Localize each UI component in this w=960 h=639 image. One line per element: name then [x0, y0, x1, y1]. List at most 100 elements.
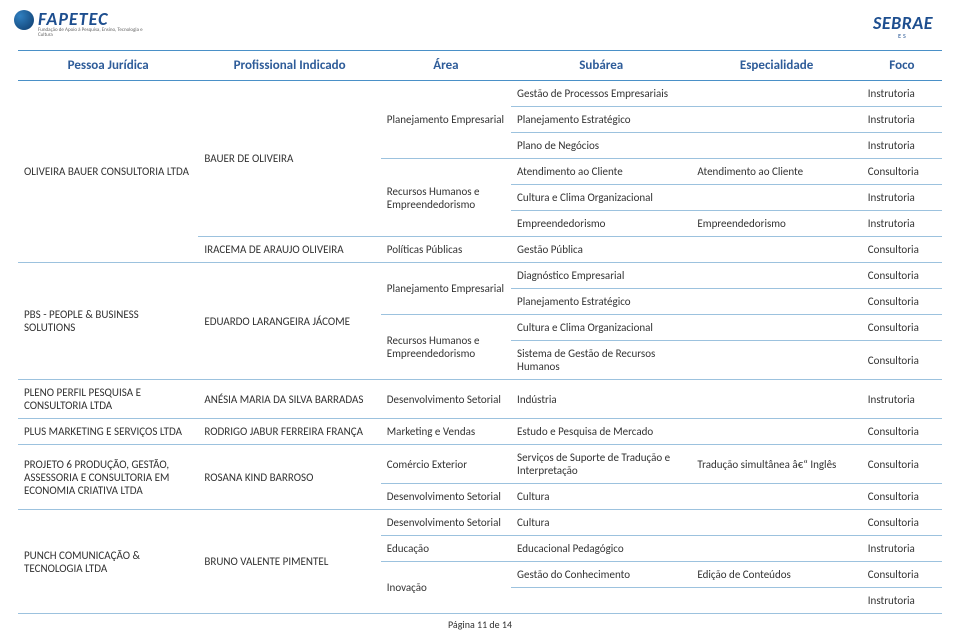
cell-profissional: BRUNO VALENTE PIMENTEL — [198, 510, 380, 614]
cell-pessoa-juridica: PLUS MARKETING E SERVIÇOS LTDA — [18, 419, 198, 445]
cell-pessoa-juridica: PUNCH COMUNICAÇÃO & TECNOLOGIA LTDA — [18, 510, 198, 614]
cell-especialidade: Atendimento ao Cliente — [691, 159, 861, 185]
cell-area: Comércio Exterior — [381, 445, 511, 484]
cell-profissional: ANÉSIA MARIA DA SILVA BARRADAS — [198, 380, 380, 419]
sebrae-name: SEBRAE — [864, 14, 942, 32]
cell-subarea: Indústria — [511, 380, 691, 419]
cell-subarea: Cultura e Clima Organizacional — [511, 315, 691, 341]
cell-especialidade — [691, 133, 861, 159]
cell-subarea: Atendimento ao Cliente — [511, 159, 691, 185]
cell-subarea: Cultura — [511, 510, 691, 536]
page-footer: Página 11 de 14 — [18, 618, 942, 631]
cell-subarea: Planejamento Estratégico — [511, 289, 691, 315]
cell-foco: Instrutoria — [862, 380, 942, 419]
cell-especialidade — [691, 81, 861, 107]
cell-subarea: Planejamento Estratégico — [511, 107, 691, 133]
cell-subarea: Diagnóstico Empresarial — [511, 263, 691, 289]
cell-profissional: EDUARDO LARANGEIRA JÁCOME — [198, 263, 380, 380]
cell-foco: Consultoria — [862, 484, 942, 510]
cell-foco: Instrutoria — [862, 536, 942, 562]
cell-subarea: Gestão de Processos Empresariais — [511, 81, 691, 107]
cell-especialidade — [691, 536, 861, 562]
cell-especialidade: Tradução simultânea â€“ Inglês — [691, 445, 861, 484]
cell-foco: Instrutoria — [862, 133, 942, 159]
cell-especialidade — [691, 107, 861, 133]
col-pessoa-juridica: Pessoa Jurídica — [18, 51, 198, 81]
cell-foco: Consultoria — [862, 445, 942, 484]
cell-especialidade — [691, 484, 861, 510]
cell-foco: Instrutoria — [862, 107, 942, 133]
cell-foco: Instrutoria — [862, 588, 942, 614]
cell-profissional: RODRIGO JABUR FERREIRA FRANÇA — [198, 419, 380, 445]
cell-subarea — [511, 588, 691, 614]
cell-pessoa-juridica: PBS - PEOPLE & BUSINESS SOLUTIONS — [18, 263, 198, 380]
cell-area: Desenvolvimento Setorial — [381, 484, 511, 510]
cell-especialidade — [691, 315, 861, 341]
cell-foco: Consultoria — [862, 419, 942, 445]
col-area: Área — [381, 51, 511, 81]
cell-subarea: Estudo e Pesquisa de Mercado — [511, 419, 691, 445]
cell-especialidade — [691, 510, 861, 536]
cell-profissional: BAUER DE OLIVEIRA — [198, 81, 380, 237]
cell-especialidade — [691, 289, 861, 315]
table-row: PBS - PEOPLE & BUSINESS SOLUTIONSEDUARDO… — [18, 263, 942, 289]
cell-subarea: Gestão do Conhecimento — [511, 562, 691, 588]
cell-subarea: Sistema de Gestão de Recursos Humanos — [511, 341, 691, 380]
cell-foco: Consultoria — [862, 237, 942, 263]
cell-foco: Instrutoria — [862, 185, 942, 211]
table-row: PROJETO 6 PRODUÇÃO, GESTÃO, ASSESSORIA E… — [18, 445, 942, 484]
cell-especialidade: Empreendedorismo — [691, 211, 861, 237]
cell-area: Recursos Humanos e Empreendedorismo — [381, 315, 511, 380]
cell-especialidade — [691, 341, 861, 380]
col-subarea: Subárea — [511, 51, 691, 81]
cell-especialidade — [691, 588, 861, 614]
cell-subarea: Cultura — [511, 484, 691, 510]
globe-icon — [14, 10, 34, 30]
cell-pessoa-juridica: OLIVEIRA BAUER CONSULTORIA LTDA — [18, 81, 198, 263]
cell-subarea: Empreendedorismo — [511, 211, 691, 237]
table-row: PLUS MARKETING E SERVIÇOS LTDARODRIGO JA… — [18, 419, 942, 445]
fapetec-logo: FAPETEC Fundação de Apoio à Pesquisa, En… — [18, 10, 148, 44]
cell-pessoa-juridica: PROJETO 6 PRODUÇÃO, GESTÃO, ASSESSORIA E… — [18, 445, 198, 510]
cell-especialidade — [691, 237, 861, 263]
cell-area: Educação — [381, 536, 511, 562]
table-row: OLIVEIRA BAUER CONSULTORIA LTDABAUER DE … — [18, 81, 942, 107]
table-header-row: Pessoa Jurídica Profissional Indicado Ár… — [18, 51, 942, 81]
cell-foco: Consultoria — [862, 263, 942, 289]
table-body: OLIVEIRA BAUER CONSULTORIA LTDABAUER DE … — [18, 81, 942, 614]
cell-area: Inovação — [381, 562, 511, 614]
cell-area: Planejamento Empresarial — [381, 81, 511, 159]
cell-foco: Consultoria — [862, 159, 942, 185]
cell-profissional: ROSANA KIND BARROSO — [198, 445, 380, 510]
cell-especialidade — [691, 263, 861, 289]
cell-foco: Consultoria — [862, 315, 942, 341]
page: FAPETEC Fundação de Apoio à Pesquisa, En… — [0, 0, 960, 639]
cell-subarea: Gestão Pública — [511, 237, 691, 263]
col-profissional: Profissional Indicado — [198, 51, 380, 81]
cell-subarea: Plano de Negócios — [511, 133, 691, 159]
fapetec-tagline: Fundação de Apoio à Pesquisa, Ensino, Te… — [38, 28, 148, 38]
cell-subarea: Serviços de Suporte de Tradução e Interp… — [511, 445, 691, 484]
cell-pessoa-juridica: PLENO PERFIL PESQUISA E CONSULTORIA LTDA — [18, 380, 198, 419]
col-especialidade: Especialidade — [691, 51, 861, 81]
cell-especialidade — [691, 380, 861, 419]
cell-foco: Consultoria — [862, 341, 942, 380]
cell-area: Recursos Humanos e Empreendedorismo — [381, 159, 511, 237]
table-row: PLENO PERFIL PESQUISA E CONSULTORIA LTDA… — [18, 380, 942, 419]
cell-area: Políticas Públicas — [381, 237, 511, 263]
cell-foco: Consultoria — [862, 289, 942, 315]
cell-foco: Instrutoria — [862, 211, 942, 237]
col-foco: Foco — [862, 51, 942, 81]
cell-subarea: Cultura e Clima Organizacional — [511, 185, 691, 211]
cell-foco: Consultoria — [862, 562, 942, 588]
header-logos: FAPETEC Fundação de Apoio à Pesquisa, En… — [18, 10, 942, 44]
cell-foco: Instrutoria — [862, 81, 942, 107]
cell-profissional: IRACEMA DE ARAUJO OLIVEIRA — [198, 237, 380, 263]
cell-subarea: Educacional Pedagógico — [511, 536, 691, 562]
fapetec-name: FAPETEC — [38, 10, 148, 28]
cell-area: Planejamento Empresarial — [381, 263, 511, 315]
cell-area: Desenvolvimento Setorial — [381, 380, 511, 419]
cell-foco: Consultoria — [862, 510, 942, 536]
cell-especialidade: Edição de Conteúdos — [691, 562, 861, 588]
table-row: PUNCH COMUNICAÇÃO & TECNOLOGIA LTDABRUNO… — [18, 510, 942, 536]
